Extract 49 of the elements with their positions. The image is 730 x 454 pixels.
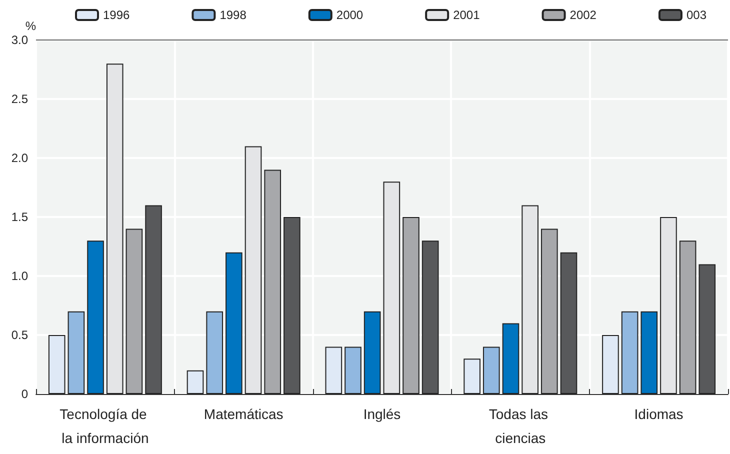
y-tick-label: 1.0: [11, 269, 28, 283]
bar: [621, 311, 638, 394]
bar: [145, 205, 162, 394]
bar: [540, 228, 558, 394]
x-tick-label: Matemáticas: [204, 406, 284, 422]
bar: [186, 370, 204, 394]
bar: [660, 217, 677, 394]
legend-label: 2002: [570, 8, 597, 22]
bar: [560, 252, 578, 394]
bar: [464, 358, 480, 394]
y-axis-title: %: [25, 19, 36, 33]
y-tick-label: 2.0: [11, 151, 28, 165]
bar: [87, 240, 104, 394]
bar: [284, 217, 300, 394]
bar: [226, 252, 242, 394]
legend-label: 2001: [453, 8, 480, 22]
y-tick-label: 1.5: [11, 210, 28, 224]
bar: [48, 335, 66, 394]
legend-label: 003: [686, 8, 707, 22]
x-tick-label: Todas las ciencias: [488, 406, 552, 446]
legend-label: 1996: [103, 8, 130, 22]
y-tick-label: 3.0: [11, 33, 28, 47]
bar: [522, 205, 538, 394]
bar: [364, 311, 381, 394]
bar: [126, 228, 143, 394]
bar: [106, 64, 124, 394]
bar: [383, 182, 400, 394]
y-tick-label: 2.5: [11, 92, 28, 106]
bar: [344, 346, 362, 394]
bar: [698, 264, 716, 394]
bar: [640, 311, 658, 394]
bar: [264, 170, 282, 394]
legend-label: 2000: [336, 8, 364, 22]
bar: [244, 146, 262, 394]
bar: [482, 346, 500, 394]
x-tick-label: Tecnología de la información: [60, 406, 151, 446]
bar: [402, 217, 420, 394]
legend-label: 1998: [220, 8, 247, 22]
bar: [502, 323, 520, 394]
bar: [422, 240, 439, 394]
text: 0: [21, 387, 28, 401]
x-tick-label: Inglés: [363, 406, 401, 422]
bar: [679, 240, 696, 394]
x-tick-label: Idiomas: [634, 406, 684, 422]
bar: [206, 311, 224, 394]
y-tick-label: 0.5: [11, 328, 28, 342]
bar: [602, 335, 619, 394]
bar: [325, 346, 342, 394]
bar: [68, 311, 85, 394]
